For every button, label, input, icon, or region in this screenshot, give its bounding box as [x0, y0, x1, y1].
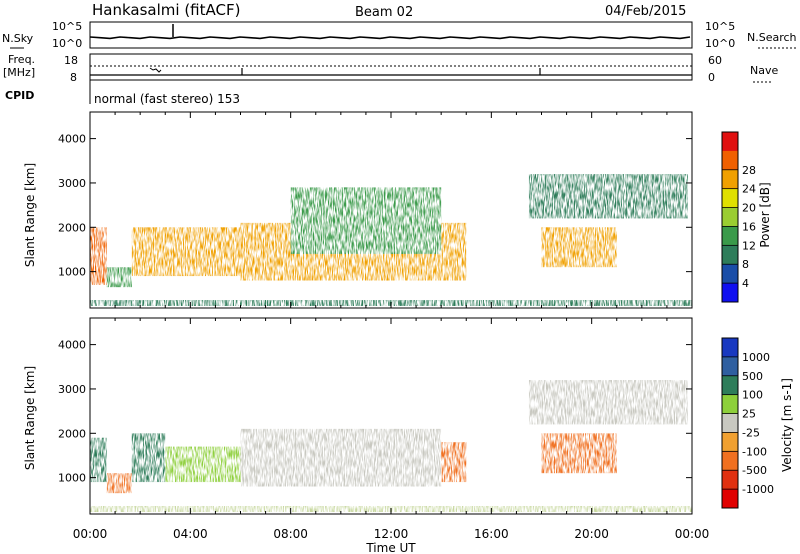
sky-noise-panel: N.Sky 10^5 10^0 10^5 10^0 N.Search [2, 20, 797, 50]
colorbar-swatch [722, 169, 738, 190]
colorbar-tick-label: -500 [742, 464, 767, 477]
echo-region [131, 227, 241, 277]
colorbar-swatch [722, 150, 738, 171]
freq-label-2: [MHz] [3, 66, 35, 79]
colorbar-swatch [722, 451, 738, 471]
sky-tick-top: 10^5 [52, 20, 82, 33]
echo-region [106, 473, 132, 494]
colorbar-tick-label: 500 [742, 370, 763, 383]
frequency-panel: Freq. [MHz] 18 8 60 0 Nave CPID normal (… [3, 53, 778, 106]
cpid-label: CPID [5, 89, 34, 102]
colorbar-tick-label: -25 [742, 426, 760, 439]
colorbar-tick-label: 8 [742, 258, 749, 271]
x-tick-label: 16:00 [474, 527, 509, 541]
y-tick-label: 4000 [58, 133, 86, 146]
echo-region [528, 380, 688, 425]
sky-tick-top-right: 10^5 [705, 20, 735, 33]
colorbar-tick-label: 25 [742, 408, 756, 421]
freq-tick-bottom: 8 [70, 71, 77, 84]
echo-region [240, 428, 442, 487]
colorbar-swatch [722, 394, 738, 415]
colorbar-swatch [722, 207, 738, 227]
x-tick-label: 12:00 [374, 527, 409, 541]
colorbar-swatch [722, 245, 738, 265]
beam-title: Beam 02 [355, 5, 413, 20]
colorbar-swatch [722, 338, 738, 358]
echo-region [106, 267, 132, 288]
echo-region [165, 446, 241, 483]
x-tick-label: 00:00 [73, 527, 108, 541]
nave-tick-bottom: 0 [708, 71, 715, 84]
colorbar-tick-label: 16 [742, 220, 756, 233]
power-panel: 1000 2000 3000 4000 Slant Range [km] 4 8 12 16… [23, 111, 772, 309]
sky-right-label: N.Search [747, 31, 797, 44]
colorbar-swatch [722, 470, 738, 490]
colorbar-swatch [722, 283, 738, 303]
colorbar-tick-label: 12 [742, 239, 756, 252]
echo-region [131, 433, 166, 483]
x-axis-label: Time UT [365, 541, 416, 554]
echo-region [290, 187, 442, 254]
echo-region [528, 174, 688, 219]
velocity-panel: 1000 2000 3000 4000 Slant Range [km] 1000 50… [23, 317, 794, 554]
colorbar-swatch [722, 132, 738, 152]
colorbar-tick-label: 28 [742, 164, 756, 177]
colorbar-swatch [722, 356, 738, 377]
echo-region [441, 442, 467, 483]
cpid-text: normal (fast stereo) 153 [94, 92, 240, 106]
nave-label: Nave [750, 64, 778, 77]
x-tick-label: 00:00 [675, 527, 710, 541]
y-tick-label: 1000 [58, 472, 86, 485]
colorbar-tick-label: 1000 [742, 351, 770, 364]
colorbar-tick-label: 4 [742, 277, 749, 290]
colorbar-swatch [722, 489, 738, 509]
echo-region [541, 433, 617, 474]
colorbar-swatch [722, 264, 738, 284]
colorbar-tick-label: -1000 [742, 483, 774, 496]
colorbar-tick-label: 24 [742, 183, 756, 196]
y-tick-label: 1000 [58, 266, 86, 279]
echo-region [541, 227, 617, 268]
colorbar-swatch [722, 375, 738, 396]
colorbar-tick-label: 100 [742, 389, 763, 402]
power-ylabel: Slant Range [km] [23, 163, 37, 267]
y-tick-label: 3000 [58, 177, 86, 190]
nave-tick-top: 60 [708, 54, 722, 67]
velocity-ylabel: Slant Range [km] [23, 366, 37, 470]
x-tick-label: 20:00 [574, 527, 609, 541]
echo-region [90, 437, 107, 483]
y-tick-label: 2000 [58, 427, 86, 440]
colorbar-swatch [722, 413, 738, 433]
sky-tick-bottom: 10^0 [52, 37, 82, 50]
x-tick-label: 04:00 [173, 527, 208, 541]
power-colorbar-label: Power [dB] [758, 182, 772, 247]
colorbar-swatch [722, 432, 738, 452]
colorbar-swatch [722, 188, 738, 209]
date-title: 04/Feb/2015 [605, 4, 686, 19]
colorbar-tick-label: -100 [742, 445, 767, 458]
freq-label-1: Freq. [8, 53, 35, 66]
sky-left-label: N.Sky [2, 32, 34, 45]
sky-tick-bottom-right: 10^0 [705, 37, 735, 50]
station-title: Hankasalmi (fitACF) [92, 1, 240, 19]
colorbar-swatch [722, 226, 738, 246]
y-tick-label: 2000 [58, 221, 86, 234]
y-tick-label: 3000 [58, 383, 86, 396]
colorbar-tick-label: 20 [742, 202, 756, 215]
echo-region [90, 227, 107, 285]
x-tick-label: 08:00 [273, 527, 308, 541]
velocity-colorbar-label: Velocity [m s-1] [780, 378, 794, 472]
y-tick-label: 4000 [58, 339, 86, 352]
freq-tick-top: 18 [64, 54, 78, 67]
